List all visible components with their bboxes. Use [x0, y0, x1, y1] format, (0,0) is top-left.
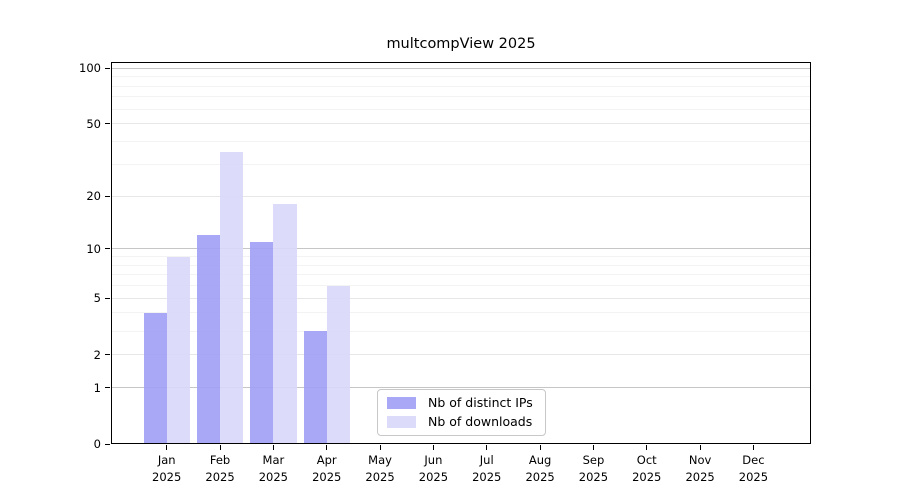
- legend-item-downloads: Nb of downloads: [387, 415, 533, 429]
- bar-downloads-apr: [326, 285, 350, 444]
- x-tick-mark-jan: [166, 445, 168, 450]
- bar-distinct-ips-apr: [303, 331, 327, 444]
- x-tick-mark-sep: [592, 445, 594, 450]
- gridline-y-70: [111, 96, 811, 98]
- gridline-y-80: [111, 85, 811, 87]
- x-tick-label-feb: Feb 2025: [205, 453, 235, 484]
- x-tick-label-aug: Aug 2025: [525, 453, 555, 484]
- y-tick-mark-2: [105, 354, 110, 356]
- y-tick-label-20: 20: [86, 189, 101, 204]
- gridline-y-9: [111, 256, 811, 257]
- legend-label-downloads: Nb of downloads: [428, 414, 533, 429]
- y-tick-label-5: 5: [93, 291, 101, 306]
- gridline-y-3: [111, 330, 811, 332]
- x-tick-label-apr: Apr 2025: [312, 453, 342, 484]
- y-tick-mark-10: [105, 248, 110, 250]
- legend-label-distinct-ips: Nb of distinct IPs: [428, 395, 533, 410]
- y-tick-mark-20: [105, 195, 110, 197]
- legend-swatch-downloads: [387, 416, 416, 428]
- legend-swatch-distinct-ips: [387, 397, 416, 409]
- bar-downloads-feb: [220, 152, 244, 444]
- x-tick-label-oct: Oct 2025: [632, 453, 662, 484]
- x-tick-mark-nov: [699, 445, 701, 450]
- y-tick-mark-50: [105, 123, 110, 125]
- y-tick-mark-0: [105, 443, 110, 445]
- chart-title: multcompView 2025: [386, 36, 536, 52]
- plot-area: [111, 62, 811, 444]
- y-tick-mark-5: [105, 297, 110, 299]
- legend: Nb of distinct IPs Nb of downloads: [377, 389, 546, 436]
- gridline-y-6: [111, 285, 811, 287]
- y-tick-label-0: 0: [93, 437, 101, 451]
- gridline-y-50: [111, 123, 811, 125]
- gridline-y-100: [111, 67, 811, 69]
- gridline-y-20: [111, 195, 811, 197]
- x-tick-label-nov: Nov 2025: [685, 453, 715, 484]
- x-tick-label-jun: Jun 2025: [418, 453, 449, 484]
- gridline-y-90: [111, 76, 811, 78]
- x-tick-mark-may: [379, 445, 381, 450]
- x-tick-label-sep: Sep 2025: [578, 453, 609, 484]
- x-tick-mark-jul: [486, 445, 488, 450]
- x-tick-mark-aug: [539, 445, 541, 450]
- x-tick-mark-mar: [272, 445, 274, 450]
- x-tick-label-jul: Jul 2025: [472, 453, 502, 484]
- gridline-y-2: [111, 354, 811, 356]
- legend-item-distinct-ips: Nb of distinct IPs: [387, 396, 533, 410]
- gridline-y-4: [111, 312, 811, 314]
- gridline-y-40: [111, 141, 811, 143]
- y-tick-label-2: 2: [93, 347, 101, 362]
- gridline-y-10: [111, 248, 811, 250]
- x-tick-label-may: May 2025: [365, 453, 395, 484]
- y-tick-mark-100: [105, 67, 110, 69]
- gridline-y-5: [111, 297, 811, 299]
- gridline-y-1: [111, 387, 811, 389]
- y-tick-label-10: 10: [86, 241, 101, 256]
- y-tick-label-50: 50: [86, 116, 101, 131]
- y-tick-label-1: 1: [93, 380, 101, 395]
- x-tick-mark-apr: [326, 445, 328, 450]
- x-tick-label-mar: Mar 2025: [258, 453, 289, 484]
- gridline-y-30: [111, 163, 811, 165]
- gridline-y-7: [111, 274, 811, 276]
- y-tick-label-100: 100: [79, 61, 101, 76]
- x-tick-mark-dec: [752, 445, 754, 450]
- y-tick-mark-1: [105, 387, 110, 389]
- x-tick-mark-oct: [646, 445, 648, 450]
- bar-distinct-ips-mar: [250, 241, 274, 444]
- x-tick-mark-jun: [432, 445, 434, 450]
- gridline-y-8: [111, 264, 811, 266]
- x-tick-label-jan: Jan 2025: [152, 453, 182, 484]
- x-tick-mark-feb: [219, 445, 221, 450]
- bar-downloads-jan: [166, 256, 190, 444]
- bar-downloads-mar: [273, 204, 297, 444]
- bar-distinct-ips-jan: [143, 312, 167, 444]
- x-tick-label-dec: Dec 2025: [738, 453, 769, 484]
- gridline-y-60: [111, 108, 811, 110]
- bar-distinct-ips-feb: [196, 235, 221, 444]
